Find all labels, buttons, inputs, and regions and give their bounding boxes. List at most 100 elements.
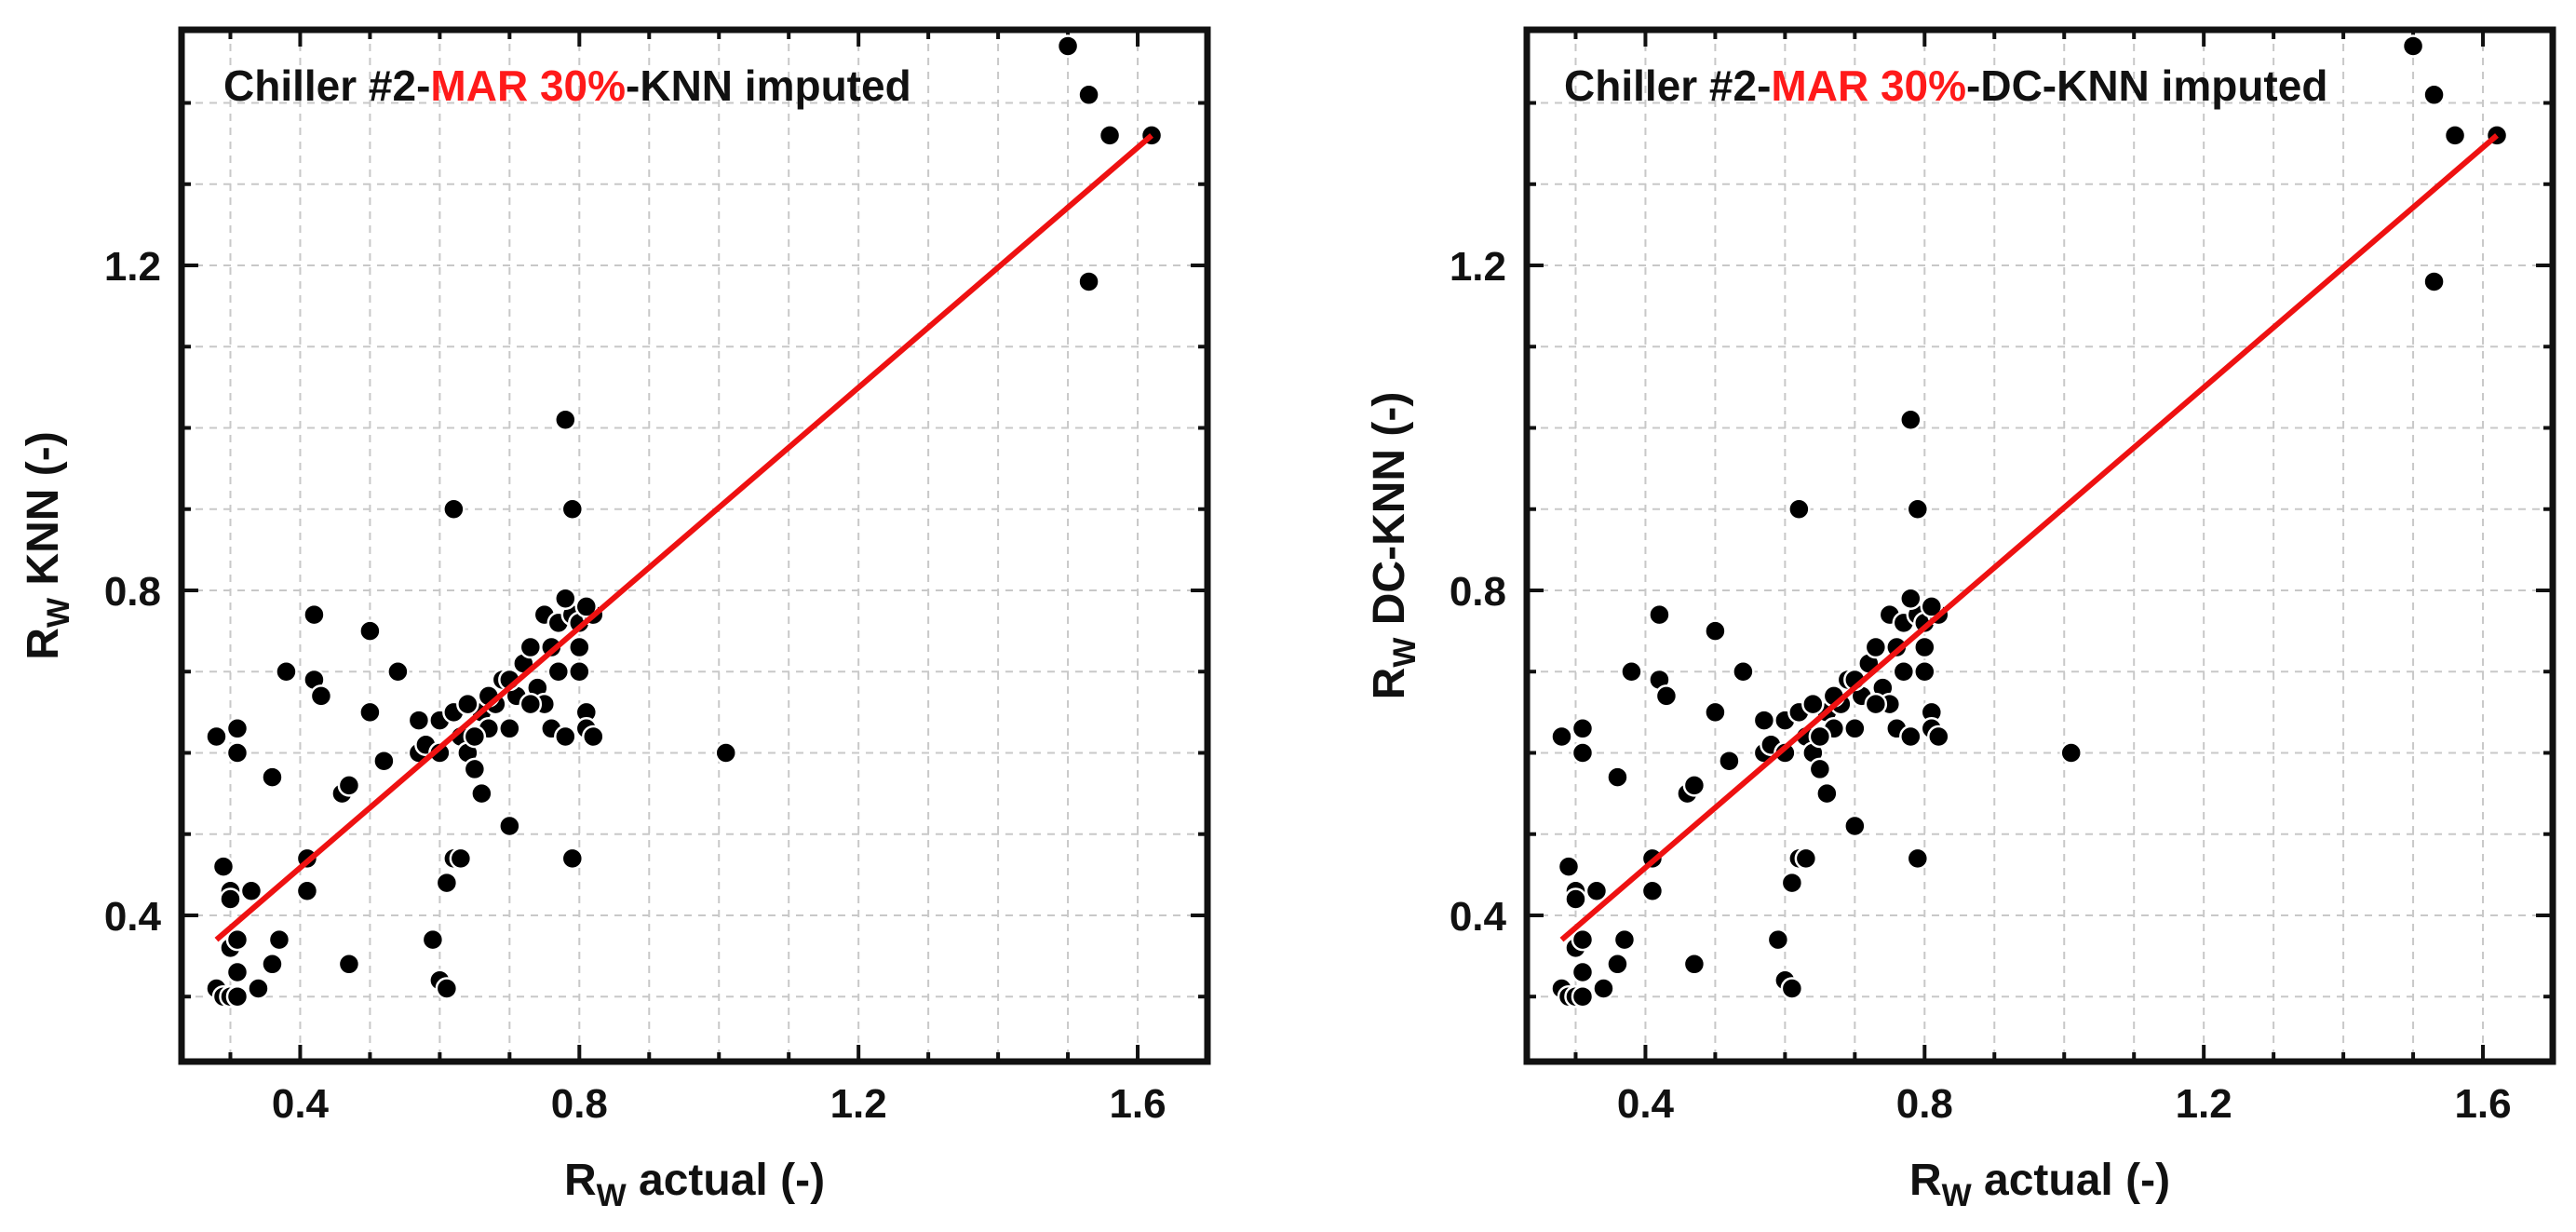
data-point (1864, 692, 1888, 716)
data-point (1571, 984, 1595, 1009)
data-point (358, 619, 382, 643)
title-highlight: MAR 30% (1771, 61, 1966, 110)
data-point (1550, 724, 1573, 749)
x-axis-label-sub: W (597, 1178, 627, 1213)
data-point (1899, 587, 1922, 610)
data-points (205, 34, 1164, 1009)
grid (182, 30, 1207, 1062)
data-point (568, 635, 591, 659)
x-axis-label-rest: actual (-) (1972, 1156, 2170, 1205)
data-point (1571, 927, 1595, 952)
data-point (2422, 83, 2446, 107)
data-point (407, 709, 431, 732)
data-point (1899, 724, 1922, 749)
data-point (211, 855, 236, 878)
data-point (225, 717, 250, 740)
fit-line (1559, 133, 2499, 942)
data-point (1808, 724, 1832, 749)
plot-frame (178, 26, 1211, 1065)
y-axis-label-main: R (19, 628, 68, 660)
data-point (1794, 846, 1818, 871)
data-point (2401, 34, 2425, 58)
data-point (463, 757, 487, 781)
x-tick-labels: 0.4 0.8 1.2 1.6 (272, 1081, 1167, 1127)
data-point (225, 960, 250, 984)
data-point (225, 984, 250, 1009)
chart-title: Chiller #2-MAR 30%-DC-KNN imputed (1564, 61, 2327, 110)
data-point (1752, 709, 1776, 732)
data-point (519, 635, 543, 659)
data-point (2422, 270, 2446, 293)
ticks (1527, 30, 2553, 1062)
data-points (1550, 34, 2509, 1009)
data-point (1571, 960, 1595, 984)
data-point (205, 724, 228, 749)
data-point (337, 953, 361, 976)
data-point (421, 927, 445, 952)
data-point (303, 602, 326, 627)
y-axis-label-sub: W (41, 597, 76, 628)
title-highlight: MAR 30% (430, 61, 626, 110)
plot-frame (1523, 26, 2556, 1065)
x-axis-label-main: R (1909, 1156, 1942, 1205)
x-tick-label: 1.2 (2176, 1081, 2232, 1127)
y-axis-label-rest: KNN (-) (19, 431, 68, 598)
data-point (247, 977, 270, 1000)
x-axis-label-main: R (564, 1156, 597, 1205)
data-point (1704, 700, 1727, 724)
y-tick-label: 1.2 (1450, 244, 1506, 290)
y-tick-label: 0.4 (104, 894, 162, 940)
data-point (1620, 659, 1643, 684)
data-point (498, 717, 521, 740)
data-point (1571, 717, 1595, 740)
data-point (267, 927, 291, 952)
x-tick-label: 1.6 (1109, 1081, 1166, 1127)
data-point (1815, 781, 1839, 806)
chart-panel-dc-knn: 0.4 0.8 1.2 1.6 0.4 0.8 1.2 Chiller #2-M… (1365, 26, 2556, 1213)
data-point (1585, 879, 1609, 903)
data-point (560, 846, 585, 871)
data-point (1682, 774, 1706, 797)
data-point (2059, 741, 2083, 765)
data-point (1571, 741, 1595, 765)
data-point (1780, 977, 1804, 1000)
data-point (1592, 977, 1615, 1000)
data-point (1913, 635, 1936, 659)
data-point (337, 774, 361, 797)
data-point (1766, 927, 1790, 952)
data-point (554, 408, 577, 432)
data-point (1648, 602, 1671, 627)
data-point (546, 659, 571, 684)
data-point (358, 700, 382, 724)
chart-panel-knn: 0.4 0.8 1.2 1.6 0.4 0.8 1.2 Chiller #2-M… (19, 26, 1211, 1213)
data-point (435, 977, 459, 1000)
data-point (519, 692, 543, 716)
data-point (1843, 717, 1867, 740)
data-point (568, 659, 591, 684)
ticks (182, 30, 1207, 1062)
data-point (463, 724, 487, 749)
y-tick-labels: 0.4 0.8 1.2 (1450, 244, 1507, 940)
data-point (1557, 855, 1581, 878)
data-point (239, 879, 263, 903)
data-point (470, 781, 493, 806)
data-point (1906, 846, 1930, 871)
data-point (309, 684, 333, 708)
data-point (1920, 595, 1944, 618)
y-tick-label: 1.2 (104, 244, 161, 290)
y-axis-label: RW KNN (-) (19, 431, 76, 659)
data-point (372, 749, 396, 773)
data-point (1732, 659, 1755, 684)
data-point (295, 879, 319, 903)
data-point (574, 595, 599, 618)
data-point (1077, 270, 1100, 293)
y-axis-label: RW DC-KNN (-) (1365, 392, 1423, 700)
data-point (1913, 659, 1936, 684)
data-point (1077, 83, 1100, 107)
data-point (1056, 34, 1080, 58)
data-point (714, 741, 737, 765)
data-point (1864, 635, 1888, 659)
data-point (225, 927, 250, 952)
data-point (449, 846, 473, 871)
